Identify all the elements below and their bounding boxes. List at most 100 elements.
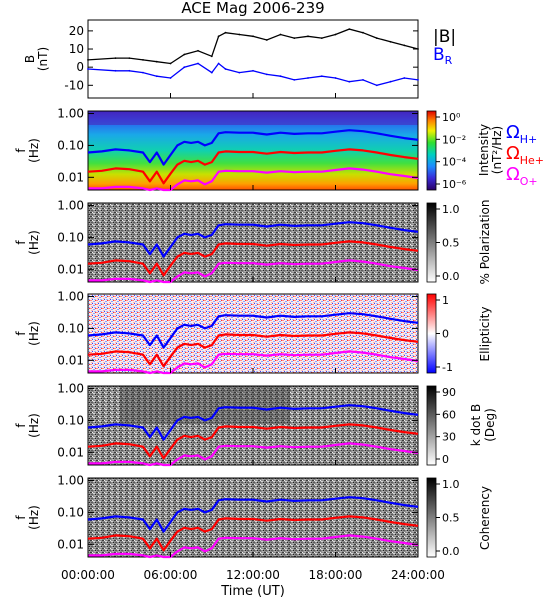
gyro-line-coherency bbox=[87, 515, 419, 552]
field-point bbox=[128, 57, 131, 59]
colorbar-tick-label: 10⁻⁴ bbox=[442, 156, 467, 169]
field-point bbox=[210, 71, 213, 74]
field-point bbox=[265, 73, 268, 76]
freq-axis-unit: (Hz) bbox=[27, 138, 41, 163]
field-point bbox=[265, 39, 268, 41]
field-point bbox=[403, 77, 406, 79]
field-point bbox=[217, 35, 220, 38]
field-point bbox=[307, 77, 309, 79]
kdotb-colorbar-label: k dot B bbox=[469, 404, 483, 446]
field-point bbox=[403, 44, 406, 47]
colorbar-tick-label: 10⁻⁶ bbox=[442, 178, 467, 191]
field-point bbox=[87, 59, 89, 61]
field-point bbox=[293, 79, 296, 81]
field-y-tick-label: -10 bbox=[64, 78, 84, 92]
field-point bbox=[375, 84, 378, 87]
legend-b-mag: |B| bbox=[433, 27, 456, 47]
field-point bbox=[210, 55, 213, 58]
freq-tick-label: 0.10 bbox=[57, 505, 84, 519]
field-point bbox=[87, 68, 89, 70]
colorbar-tick-label: -1 bbox=[442, 361, 453, 374]
field-point bbox=[197, 62, 199, 65]
freq-axis-unit: (Hz) bbox=[27, 413, 41, 438]
field-point bbox=[252, 35, 254, 38]
field-point bbox=[114, 57, 117, 59]
gyrofrequency-lines bbox=[87, 129, 419, 559]
gyro-line-ellipticity bbox=[88, 350, 419, 375]
field-ylabel: B bbox=[23, 55, 37, 63]
field-point bbox=[320, 37, 323, 39]
time-tick-label: 12:00:00 bbox=[226, 568, 280, 582]
colorbar-tick-label: 90 bbox=[442, 386, 456, 399]
field-point bbox=[307, 35, 309, 38]
field-point bbox=[334, 33, 337, 36]
field-point bbox=[169, 62, 172, 65]
freq-tick-label: 0.01 bbox=[57, 537, 84, 551]
field-point bbox=[362, 79, 364, 81]
freq-axis-label: f bbox=[14, 331, 28, 336]
legend-omega-o: ΩO+ bbox=[506, 164, 538, 188]
frequency-axes: 1.000.100.01f (Hz)1.000.100.01f (Hz)1.000.… bbox=[14, 107, 418, 551]
freq-tick-label: 0.01 bbox=[57, 170, 84, 184]
field-point bbox=[389, 80, 392, 83]
field-point bbox=[348, 80, 351, 83]
time-tick-label: 06:00:00 bbox=[144, 568, 198, 582]
field-point bbox=[169, 77, 172, 79]
intensity-spectrogram-topband bbox=[88, 111, 418, 125]
field-point bbox=[142, 59, 144, 61]
gyro-line-ellipticity bbox=[87, 312, 419, 349]
ellipticity-colorbar-label: Ellipticity bbox=[478, 307, 492, 362]
field-point bbox=[155, 75, 158, 78]
colorbar-tick-label: 0 bbox=[442, 328, 449, 341]
field-ylabel-unit: (nT) bbox=[36, 47, 50, 71]
gyro-line-kdotb bbox=[87, 423, 419, 460]
field-panel: 20 10 0 -10 B (nT) |B| BR bbox=[23, 19, 456, 99]
freq-axis-unit: (Hz) bbox=[27, 230, 41, 255]
field-point bbox=[217, 62, 220, 65]
freq-tick-label: 0.01 bbox=[57, 445, 84, 459]
time-tick-label: 24:00:00 bbox=[391, 568, 445, 582]
gyro-line-polarization bbox=[87, 221, 419, 258]
field-point bbox=[197, 49, 199, 52]
freq-axis-unit: (Hz) bbox=[27, 505, 41, 530]
freq-tick-label: 1.00 bbox=[57, 474, 84, 488]
field-point bbox=[224, 31, 227, 34]
gyro-line-kdotb bbox=[88, 442, 419, 467]
freq-tick-label: 0.01 bbox=[57, 262, 84, 276]
colorbar-tick-label: 0.0 bbox=[442, 270, 460, 283]
field-point bbox=[279, 75, 282, 78]
time-tick-label: 00:00:00 bbox=[61, 568, 115, 582]
polarization-colorbar bbox=[426, 202, 437, 283]
gyro-legend: ΩH+ ΩHe+ ΩO+ bbox=[506, 122, 544, 188]
colorbars bbox=[426, 110, 437, 558]
freq-axis-label: f bbox=[14, 515, 28, 520]
field-point bbox=[375, 37, 378, 39]
field-y-axis: 20 10 0 -10 bbox=[64, 24, 418, 92]
field-point bbox=[224, 68, 227, 70]
freq-tick-label: 0.10 bbox=[57, 138, 84, 152]
gyro-line-intensity bbox=[88, 167, 419, 192]
gyro-line-coherency bbox=[88, 534, 419, 559]
gyro-line-coherency bbox=[87, 496, 419, 533]
field-point bbox=[348, 28, 351, 30]
field-point bbox=[128, 69, 131, 72]
freq-tick-label: 0.01 bbox=[57, 353, 84, 367]
field-point bbox=[362, 31, 364, 34]
freq-axis-unit: (Hz) bbox=[27, 321, 41, 346]
freq-tick-label: 1.00 bbox=[57, 199, 84, 213]
field-point bbox=[417, 79, 419, 81]
freq-tick-label: 1.00 bbox=[57, 107, 84, 121]
field-point bbox=[238, 71, 241, 74]
freq-tick-label: 1.00 bbox=[57, 290, 84, 304]
field-point bbox=[183, 66, 186, 69]
colorbar-tick-label: 1 bbox=[442, 294, 449, 307]
colorbar-tick-label: 0.5 bbox=[442, 512, 460, 525]
field-point bbox=[334, 77, 337, 79]
intensity-colorbar bbox=[426, 110, 437, 191]
freq-tick-label: 0.10 bbox=[57, 321, 84, 335]
gyro-line-ellipticity bbox=[87, 331, 419, 368]
gyro-line-polarization bbox=[87, 240, 419, 277]
colorbar-ticks: 10⁰ 10⁻² 10⁻⁴ 10⁻⁶ 1.0 0.5 0.0 1 0 -1 90 60 30 0 1.0 0.… bbox=[436, 111, 467, 558]
legend-b-r: BR bbox=[433, 45, 453, 67]
colorbar-tick-label: 0 bbox=[442, 453, 449, 466]
